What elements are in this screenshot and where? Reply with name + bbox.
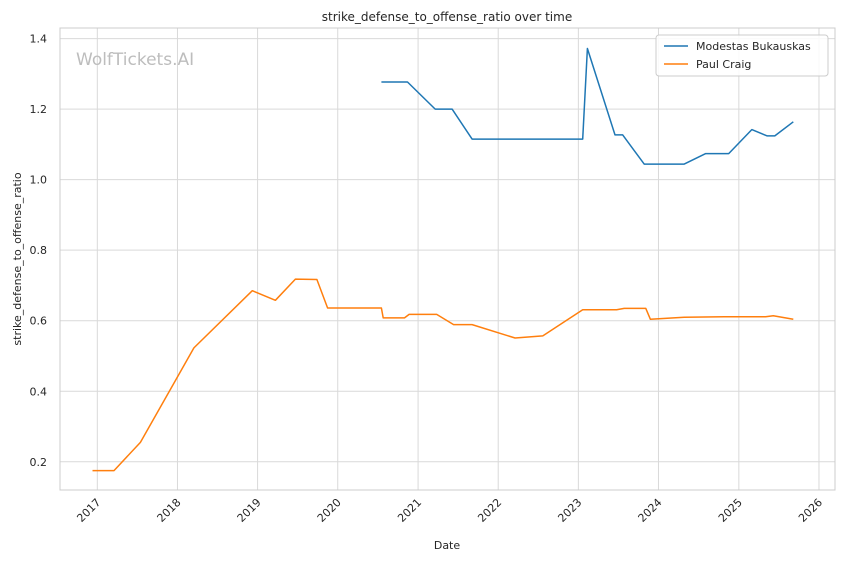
x-axis-label: Date: [434, 539, 461, 552]
y-axis-ticks: 0.2 0.4 0.6 0.8 1.0 1.2 1.4: [30, 33, 48, 469]
y-tick-label: 1.0: [30, 174, 48, 187]
legend-box: [655, 34, 829, 77]
y-tick-label: 0.4: [30, 385, 48, 398]
legend: Modestas Bukauskas Paul Craig: [655, 34, 829, 77]
legend-label-modestas-bukauskas: Modestas Bukauskas: [696, 40, 811, 53]
y-tick-label: 0.8: [30, 244, 48, 257]
legend-label-paul-craig: Paul Craig: [696, 58, 751, 71]
y-tick-label: 1.4: [30, 33, 48, 46]
chart-title: strike_defense_to_offense_ratio over tim…: [322, 10, 572, 24]
y-tick-label: 0.6: [30, 315, 48, 328]
series-line-modestas-bukauskas: [381, 47, 794, 165]
y-axis-label: strike_defense_to_offense_ratio: [11, 172, 24, 345]
plot-frame: [59, 27, 836, 491]
watermark: WolfTickets.AI: [76, 50, 194, 70]
series-line-paul-craig: [92, 278, 794, 472]
series-layer: [92, 47, 794, 472]
y-tick-label: 1.2: [30, 103, 48, 116]
y-tick-label: 0.2: [30, 456, 48, 469]
